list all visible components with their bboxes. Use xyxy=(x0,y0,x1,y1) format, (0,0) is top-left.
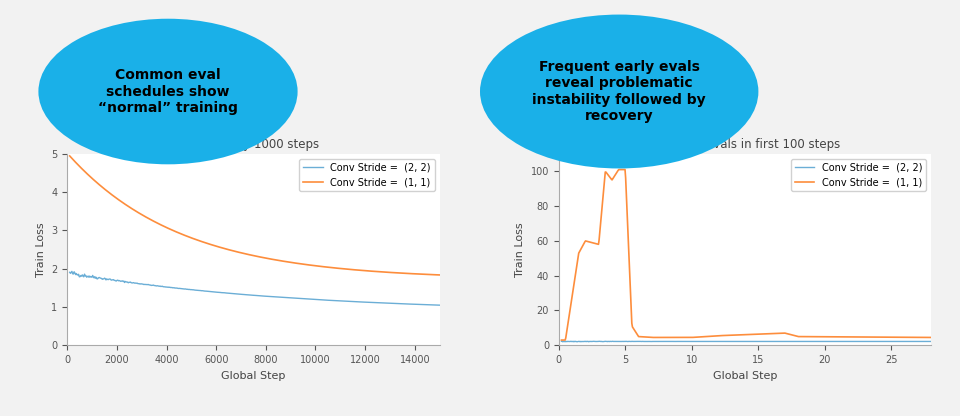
X-axis label: Global Step: Global Step xyxy=(221,371,285,381)
Conv Stride =  (1, 1) xyxy=(613,167,625,172)
Y-axis label: Train Loss: Train Loss xyxy=(516,222,525,277)
Conv Stride =  (2, 2) xyxy=(556,339,567,344)
X-axis label: Global Step: Global Step xyxy=(713,371,778,381)
Ellipse shape xyxy=(38,19,298,164)
Conv Stride =  (2, 2) xyxy=(835,339,847,344)
Title: Frequent evals in first 100 steps: Frequent evals in first 100 steps xyxy=(650,139,840,151)
Conv Stride =  (2, 2) xyxy=(724,339,735,344)
Ellipse shape xyxy=(480,15,758,168)
Conv Stride =  (1, 1) xyxy=(652,335,663,340)
Title: Eval every 1000 steps: Eval every 1000 steps xyxy=(188,139,319,151)
Conv Stride =  (2, 2) xyxy=(265,294,276,299)
Legend: Conv Stride =  (2, 2), Conv Stride =  (1, 1): Conv Stride = (2, 2), Conv Stride = (1, … xyxy=(791,159,926,191)
Legend: Conv Stride =  (2, 2), Conv Stride =  (1, 1): Conv Stride = (2, 2), Conv Stride = (1, … xyxy=(300,159,435,191)
Conv Stride =  (1, 1) xyxy=(834,334,846,339)
Conv Stride =  (1, 1) xyxy=(774,331,785,336)
Conv Stride =  (2, 2) xyxy=(285,295,297,300)
Line: Conv Stride =  (1, 1): Conv Stride = (1, 1) xyxy=(562,170,931,340)
Conv Stride =  (2, 2) xyxy=(64,270,76,275)
Conv Stride =  (2, 2) xyxy=(804,339,815,344)
Conv Stride =  (1, 1) xyxy=(425,272,437,277)
Conv Stride =  (2, 2) xyxy=(622,339,634,344)
Conv Stride =  (1, 1) xyxy=(367,269,378,274)
Conv Stride =  (1, 1) xyxy=(242,252,253,257)
Line: Conv Stride =  (1, 1): Conv Stride = (1, 1) xyxy=(70,156,440,275)
Conv Stride =  (1, 1) xyxy=(622,219,634,224)
Text: Frequent early evals
reveal problematic
instability followed by
recovery: Frequent early evals reveal problematic … xyxy=(533,60,706,123)
Conv Stride =  (1, 1) xyxy=(284,260,296,265)
Conv Stride =  (2, 2) xyxy=(425,302,437,307)
Conv Stride =  (1, 1) xyxy=(925,335,937,340)
Y-axis label: Train Loss: Train Loss xyxy=(36,222,46,277)
Conv Stride =  (2, 2) xyxy=(652,339,663,344)
Polygon shape xyxy=(151,88,230,154)
Line: Conv Stride =  (2, 2): Conv Stride = (2, 2) xyxy=(70,271,440,305)
Conv Stride =  (1, 1) xyxy=(556,337,567,342)
Conv Stride =  (1, 1) xyxy=(264,256,276,261)
Conv Stride =  (2, 2) xyxy=(556,339,567,344)
Conv Stride =  (1, 1) xyxy=(434,272,445,277)
Text: Common eval
schedules show
“normal” training: Common eval schedules show “normal” trai… xyxy=(98,68,238,115)
Polygon shape xyxy=(576,89,637,158)
Line: Conv Stride =  (2, 2): Conv Stride = (2, 2) xyxy=(562,341,931,342)
Conv Stride =  (1, 1) xyxy=(804,334,815,339)
Conv Stride =  (2, 2) xyxy=(557,339,568,344)
Conv Stride =  (2, 2) xyxy=(66,269,78,274)
Conv Stride =  (2, 2) xyxy=(925,339,937,344)
Conv Stride =  (2, 2) xyxy=(368,300,379,305)
Conv Stride =  (2, 2) xyxy=(243,292,254,297)
Conv Stride =  (1, 1) xyxy=(724,333,735,338)
Conv Stride =  (1, 1) xyxy=(240,251,252,256)
Conv Stride =  (2, 2) xyxy=(434,303,445,308)
Conv Stride =  (2, 2) xyxy=(240,292,252,297)
Conv Stride =  (2, 2) xyxy=(775,339,786,344)
Conv Stride =  (1, 1) xyxy=(64,154,76,158)
